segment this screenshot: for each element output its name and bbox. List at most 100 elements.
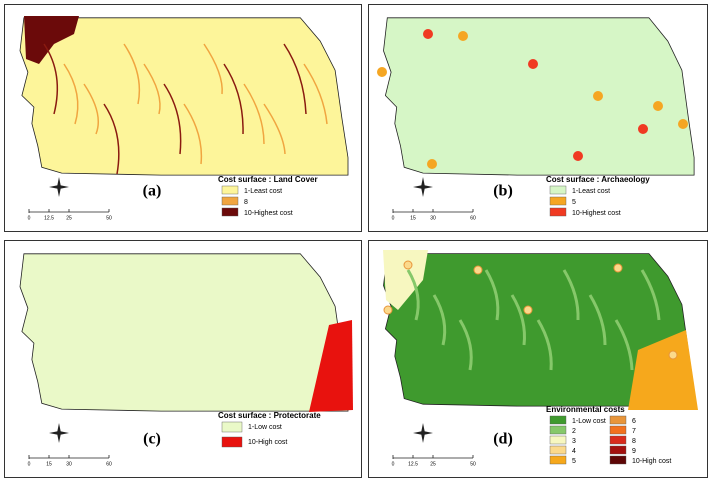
legend-swatch (609, 445, 627, 455)
mid-cost-area (628, 330, 698, 410)
legend-label: 6 (632, 418, 636, 425)
legend-swatch (549, 196, 567, 206)
scale-label: 0 (28, 461, 31, 467)
site (593, 91, 603, 101)
site (573, 151, 583, 161)
legend-swatch (609, 425, 627, 435)
scale-bar (28, 455, 110, 459)
legend-title: Cost surface : Archaeology (546, 175, 650, 184)
scale-label: 60 (106, 461, 112, 467)
river (303, 63, 328, 125)
legend-swatch (609, 415, 627, 425)
legend-swatch (549, 445, 567, 455)
stream (510, 294, 526, 346)
scale-bar (392, 209, 474, 213)
scale-label: 0 (392, 461, 395, 467)
scale-label: 60 (470, 215, 476, 221)
legend-label: 8 (632, 438, 636, 445)
legend-label: 1-Low cost (248, 424, 282, 431)
stream (588, 294, 607, 346)
site (473, 265, 483, 275)
legend-label: 5 (572, 458, 576, 465)
site (427, 159, 437, 169)
north-arrow (413, 177, 433, 197)
river (123, 43, 141, 105)
site (377, 67, 387, 77)
map-panel: (b) Cost surface : Archaeology 1-Least cos… (368, 4, 708, 232)
north-arrow (413, 423, 433, 443)
legend-swatch (221, 436, 243, 448)
scale-label: 0 (392, 215, 395, 221)
legend-label: 10-Highest cost (572, 210, 621, 217)
river (223, 63, 244, 135)
frame (368, 240, 708, 478)
region (383, 253, 695, 407)
legend-swatch (549, 185, 567, 195)
legend-label: 4 (572, 448, 576, 455)
frame (368, 4, 708, 232)
legend-swatch (221, 196, 239, 206)
river (63, 63, 79, 125)
legend-swatch (549, 415, 567, 425)
river (263, 103, 286, 155)
panel-label: (d) (493, 431, 513, 448)
legend-label: 9 (632, 448, 636, 455)
legend-label: 1-Least cost (244, 188, 282, 195)
north-arrow (49, 177, 69, 197)
protected-area (309, 320, 353, 412)
legend-label: 10-Highest cost (244, 210, 293, 217)
site (668, 350, 678, 360)
map-panel: (d) Environmental costs 1-Low cost 2 3 4 5 6 7 8 9… (368, 240, 708, 478)
scale-label: 30 (66, 461, 72, 467)
scale-label: 0 (28, 215, 31, 221)
river (143, 63, 161, 115)
river (163, 83, 182, 155)
legend-swatch (549, 207, 567, 217)
scale-label: 25 (430, 461, 436, 467)
scale-label: 50 (106, 215, 112, 221)
legend-swatch (549, 455, 567, 465)
legend-swatch (549, 425, 567, 435)
stream (640, 269, 661, 321)
region (19, 253, 349, 412)
scale-label: 12.5 (408, 461, 418, 467)
river (83, 83, 99, 135)
river (103, 103, 120, 175)
scale-bar (392, 455, 474, 459)
legend-label: 8 (244, 199, 248, 206)
high-cost-area (24, 16, 79, 64)
legend-label: 2 (572, 428, 576, 435)
stream (562, 269, 580, 321)
site (638, 124, 648, 134)
site (678, 119, 688, 129)
frame (4, 4, 362, 232)
site (653, 101, 663, 111)
legend-label: 1-Low cost (572, 418, 606, 425)
stream (536, 319, 553, 371)
legend-title: Cost surface : Protectorate (218, 411, 321, 420)
stream (458, 319, 473, 371)
legend-label: 10-High cost (248, 439, 287, 446)
panel-label: (a) (143, 183, 162, 200)
stream (614, 319, 634, 371)
site (383, 305, 393, 315)
legend-swatch (221, 207, 239, 217)
site (458, 31, 468, 41)
site (613, 263, 623, 273)
scale-label: 15 (410, 215, 416, 221)
river (283, 43, 307, 115)
site (523, 305, 533, 315)
legend-swatch (221, 185, 239, 195)
legend-label: 10-High cost (632, 458, 671, 465)
scale-label: 12.5 (44, 215, 54, 221)
legend-title: Environmental costs (546, 405, 625, 414)
legend-swatch (609, 455, 627, 465)
site (528, 59, 538, 69)
legend-label: 7 (632, 428, 636, 435)
stream (406, 269, 420, 321)
river (243, 83, 265, 145)
scale-label: 30 (430, 215, 436, 221)
scale-bar (28, 209, 110, 213)
map-panel: (a) Cost surface : Land Cover 1-Least cost… (4, 4, 362, 232)
